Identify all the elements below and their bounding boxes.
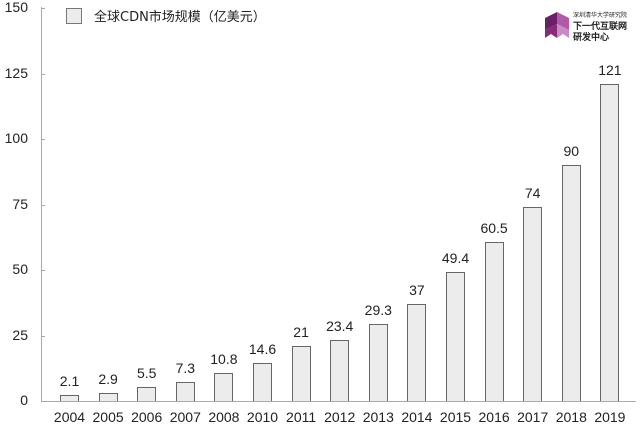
bar: [291, 345, 311, 401]
x-tick-label: 2006: [131, 409, 163, 425]
x-tick-label: 2016: [478, 409, 510, 425]
bar-value-label: 14.6: [248, 340, 277, 357]
bar: [446, 271, 465, 401]
bar-value-label: 21: [293, 323, 309, 340]
bar-value-label: 2.9: [98, 371, 118, 388]
y-tick-mark: [41, 8, 45, 9]
y-tick-label: 25: [12, 326, 28, 343]
bar-value-label: 60.5: [480, 220, 508, 237]
y-tick-label: 75: [12, 195, 28, 212]
x-tick-label: 2010: [246, 409, 279, 425]
y-tick-mark: [41, 139, 45, 140]
bar: [98, 393, 118, 401]
y-tick-label: 125: [4, 64, 28, 81]
x-tick-label: 2017: [517, 409, 549, 425]
bar-value-label: 5.5: [136, 364, 157, 381]
y-tick-label: 0: [20, 392, 28, 408]
logo-line2: 下一代互联网: [573, 22, 628, 32]
y-tick-mark: [41, 401, 45, 402]
bar: [253, 362, 272, 401]
y-tick-label: 50: [12, 261, 28, 277]
bar: [214, 372, 234, 401]
x-tick-label: 2005: [92, 409, 124, 425]
bar-value-label: 29.3: [364, 302, 392, 319]
y-tick-label: 150: [4, 0, 28, 15]
bar-value-label: 121: [598, 61, 622, 78]
bar: [561, 165, 581, 401]
bar: [407, 304, 427, 401]
bar: [368, 324, 388, 401]
x-tick-label: 2004: [53, 409, 86, 425]
logo-line3: 研发中心: [573, 33, 610, 43]
logo-line1: 深圳清华大学研究院: [573, 12, 628, 19]
bar-value-label: 74: [524, 185, 541, 202]
bar-value-label: 90: [563, 143, 580, 160]
y-tick-mark: [41, 335, 45, 337]
logo: 深圳清华大学研究院 下一代互联网 研发中心: [543, 8, 638, 43]
legend-swatch: [66, 7, 82, 24]
x-tick-label: 2019: [594, 409, 626, 425]
bar-value-label: 23.4: [326, 317, 354, 334]
bar: [137, 386, 157, 401]
bar: [600, 83, 620, 401]
bar-value-label: 37: [409, 282, 425, 299]
bar: [330, 339, 350, 401]
logo-icon: [545, 12, 569, 38]
y-tick-mark: [41, 204, 45, 206]
bar: [484, 242, 504, 401]
y-tick-label: 100: [4, 130, 28, 146]
bar: [523, 207, 543, 401]
x-tick-label: 2015: [439, 409, 472, 425]
bar-value-label: 2.1: [59, 373, 80, 390]
bar-value-label: 7.3: [175, 359, 196, 376]
x-tick-label: 2012: [324, 409, 356, 425]
x-tick-label: 2008: [208, 409, 240, 425]
x-tick-label: 2014: [401, 409, 433, 425]
legend: 全球CDN市场规模（亿美元）: [66, 6, 266, 25]
x-tick-label: 2007: [169, 409, 201, 425]
y-tick-mark: [41, 270, 45, 271]
x-tick-label: 2013: [362, 409, 394, 425]
x-axis: [41, 401, 636, 402]
bar-value-label: 10.8: [210, 350, 238, 367]
x-tick-label: 2018: [555, 409, 587, 425]
y-tick-mark: [41, 73, 45, 75]
bar: [175, 381, 195, 401]
x-tick-label: 2011: [286, 409, 317, 425]
legend-label: 全球CDN市场规模（亿美元）: [94, 10, 266, 25]
bar: [60, 395, 79, 401]
bar-value-label: 49.4: [441, 249, 470, 266]
